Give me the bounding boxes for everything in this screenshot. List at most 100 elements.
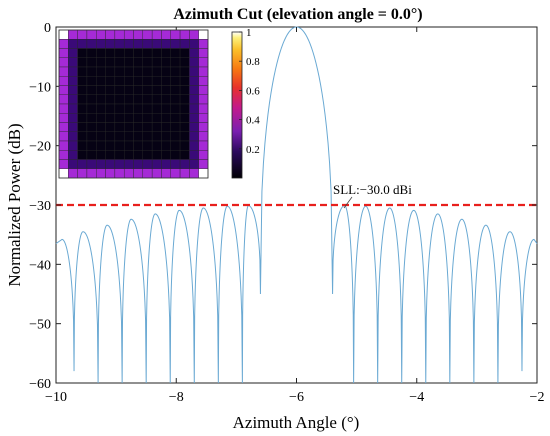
array-element-cell [68, 29, 78, 40]
array-element-cell [105, 131, 116, 142]
array-element-cell [189, 76, 199, 86]
colorbar: 1 0.8 0.6 0.4 0.2 [231, 27, 260, 179]
array-element-cell [105, 85, 116, 95]
array-element-cell [198, 76, 209, 86]
array-element-cell [68, 131, 78, 142]
array-element-cell [58, 131, 69, 142]
array-element-cell [86, 66, 97, 77]
array-element-cell [96, 159, 106, 169]
array-element-cell [133, 94, 144, 105]
array-element-cell [86, 159, 97, 169]
array-element-cell [161, 103, 171, 114]
array-element-cell [161, 140, 171, 151]
array-element-cell [179, 29, 190, 40]
array-element-cell [114, 66, 125, 77]
array-element-cell [133, 48, 144, 58]
chart-title: Azimuth Cut (elevation angle = 0.0°) [173, 6, 422, 23]
sll-pointer [343, 196, 353, 209]
array-element-cell [133, 85, 144, 95]
x-tick-label: −4 [409, 390, 424, 405]
array-element-cell [105, 113, 116, 123]
array-element-cell [198, 150, 209, 160]
array-element-cell [198, 131, 209, 142]
array-element-cell [96, 150, 106, 160]
array-element-cell [133, 168, 144, 179]
x-tick-label: −6 [289, 390, 304, 405]
array-element-cell [96, 103, 106, 114]
array-element-cell [105, 29, 116, 40]
array-element-cell [151, 76, 162, 86]
y-tick-label: −50 [29, 318, 51, 333]
array-element-cell [96, 113, 106, 123]
array-element-cell [161, 57, 171, 68]
array-element-cell [142, 29, 153, 40]
array-element-cell [170, 103, 181, 114]
array-element-cell [161, 168, 171, 179]
array-element-cell [161, 76, 171, 86]
array-element-cell [189, 150, 199, 160]
array-element-cell [170, 150, 181, 160]
array-element-cell [189, 159, 199, 169]
array-element-cell [123, 122, 134, 132]
array-element-cell [189, 29, 199, 40]
array-element-cell [86, 48, 97, 58]
array-element-cell [68, 85, 78, 95]
array-element-cell [151, 113, 162, 123]
array-element-cell [142, 159, 153, 169]
array-element-cell [198, 113, 209, 123]
array-element-cell [123, 113, 134, 123]
array-element-cell [68, 150, 78, 160]
array-element-cell [96, 39, 106, 49]
array-heatmap-inset [58, 29, 209, 179]
array-element-cell [133, 113, 144, 123]
array-element-cell [142, 131, 153, 142]
y-axis: 0 −10 −20 −30 −40 −50 −60 [29, 21, 537, 392]
array-element-cell [123, 48, 134, 58]
array-element-cell [179, 66, 190, 77]
array-element-cell [77, 103, 88, 114]
array-element-cell [179, 76, 190, 86]
array-element-cell [114, 94, 125, 105]
array-element-cell [114, 85, 125, 95]
array-element-cell [105, 159, 116, 169]
array-element-cell [179, 168, 190, 179]
array-element-cell [123, 85, 134, 95]
array-element-cell [179, 57, 190, 68]
array-element-cell [58, 168, 69, 179]
array-element-cell [77, 39, 88, 49]
y-axis-label: Normalized Power (dB) [5, 123, 24, 286]
x-tick-label: −2 [530, 390, 545, 405]
array-element-cell [161, 85, 171, 95]
array-element-cell [96, 76, 106, 86]
array-element-cell [96, 57, 106, 68]
array-element-cell [133, 150, 144, 160]
array-element-cell [133, 122, 144, 132]
array-element-cell [161, 66, 171, 77]
array-element-cell [198, 94, 209, 105]
array-element-cell [114, 140, 125, 151]
array-element-cell [151, 131, 162, 142]
array-element-cell [161, 48, 171, 58]
array-element-cell [189, 85, 199, 95]
array-element-cell [170, 85, 181, 95]
array-element-cell [198, 122, 209, 132]
array-element-cell [133, 66, 144, 77]
array-element-cell [77, 122, 88, 132]
array-element-cell [58, 94, 69, 105]
array-element-cell [179, 103, 190, 114]
array-element-cell [151, 57, 162, 68]
array-element-cell [68, 122, 78, 132]
array-element-cell [170, 39, 181, 49]
array-element-cell [86, 29, 97, 40]
array-element-cell [170, 113, 181, 123]
y-tick-label: −20 [29, 140, 51, 155]
array-element-cell [68, 48, 78, 58]
array-element-cell [105, 94, 116, 105]
x-axis: −10 −8 −6 −4 −2 [45, 27, 544, 405]
array-element-cell [198, 140, 209, 151]
array-element-cell [189, 140, 199, 151]
y-tick-label: −30 [29, 199, 51, 214]
array-element-cell [170, 94, 181, 105]
